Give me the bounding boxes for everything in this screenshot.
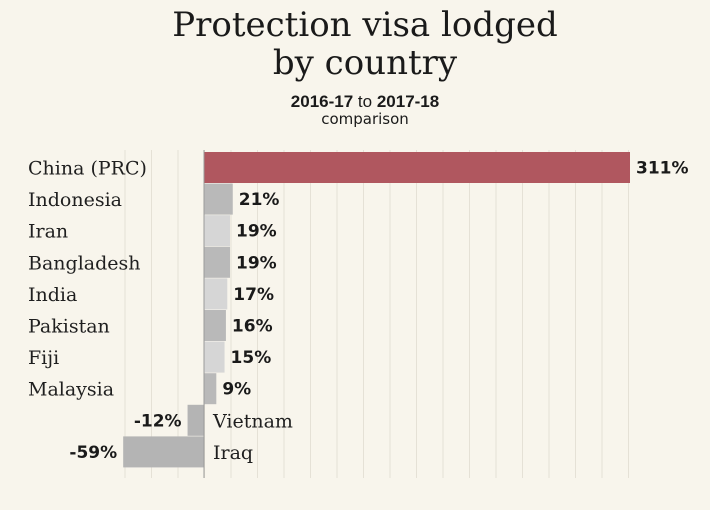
subtitle-line-2: comparison — [321, 110, 409, 128]
value-label: 21% — [239, 190, 280, 210]
category-label: Indonesia — [28, 189, 122, 211]
subtitle-line-1: 2016-17 to 2017-18 — [0, 92, 710, 111]
bar-fiji — [204, 341, 225, 373]
value-label: 16% — [232, 317, 273, 337]
subtitle-from: 2016-17 — [290, 92, 354, 111]
chart-title-line-1: Protection visa lodged — [172, 5, 558, 45]
category-label: Fiji — [28, 347, 59, 369]
value-label: 19% — [236, 222, 277, 242]
value-label: 9% — [222, 380, 251, 400]
value-label: 17% — [233, 285, 274, 305]
bar-india — [204, 278, 228, 310]
chart-grid — [124, 150, 629, 478]
category-label: Vietnam — [212, 410, 293, 432]
category-label: China (PRC) — [28, 158, 147, 180]
chart-subtitle: 2016-17 to 2017-18 comparison — [0, 92, 710, 128]
value-label: 15% — [231, 348, 272, 368]
bar-indonesia — [204, 183, 233, 215]
value-label: -59% — [69, 443, 117, 463]
bar-iraq — [123, 436, 204, 468]
chart-title: Protection visa lodged by country — [0, 6, 710, 82]
category-label: India — [28, 284, 77, 306]
bar-bangladesh — [204, 246, 231, 278]
value-label: 19% — [236, 253, 277, 273]
chart-labels: China (PRC) 311% Indonesia 21% Iran 19% Bangla… — [28, 158, 689, 464]
bar-iran — [204, 215, 231, 247]
bar-pakistan — [204, 310, 226, 341]
chart-bars — [123, 152, 630, 468]
subtitle-joiner: to — [357, 92, 373, 111]
bar-malaysia — [204, 373, 217, 405]
category-label: Iran — [28, 221, 68, 243]
subtitle-to: 2017-18 — [376, 92, 440, 111]
category-label: Malaysia — [28, 379, 114, 401]
bar-vietnam — [187, 404, 204, 436]
category-label: Iraq — [213, 442, 253, 464]
chart-title-line-2: by country — [272, 43, 458, 83]
category-label: Pakistan — [28, 316, 110, 338]
value-label: -12% — [134, 411, 182, 431]
value-label: 311% — [636, 159, 689, 179]
category-label: Bangladesh — [28, 252, 141, 274]
bar-china-prc — [204, 152, 630, 183]
